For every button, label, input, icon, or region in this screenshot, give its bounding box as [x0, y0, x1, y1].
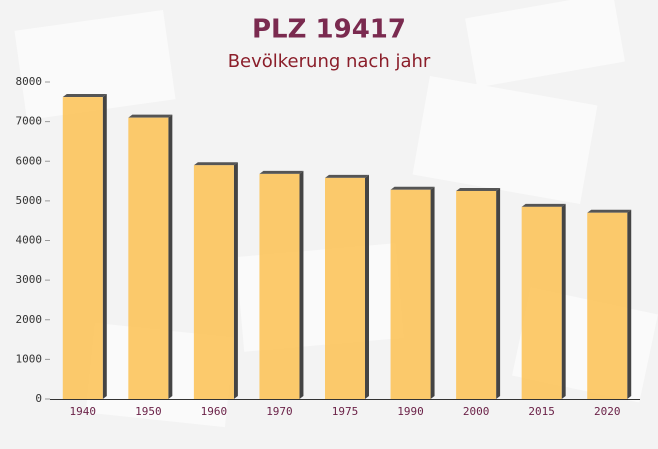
chart-title: PLZ 19417	[252, 15, 406, 45]
bar-shadow	[561, 203, 566, 399]
bar	[325, 177, 365, 399]
x-tick-label: 1960	[201, 405, 228, 418]
x-tick-label: 1970	[266, 405, 293, 418]
y-tick-label: 7000	[16, 115, 43, 128]
x-tick-label: 1975	[332, 405, 359, 418]
bar	[62, 97, 103, 400]
x-tick-label: 1990	[397, 405, 424, 418]
bar-shadow	[390, 186, 435, 190]
bar-shadow	[365, 174, 369, 399]
bar-shadow	[168, 114, 173, 399]
x-tick-label: 2000	[463, 405, 490, 418]
bar-shadow	[193, 162, 238, 166]
x-tick-label: 1950	[135, 405, 162, 418]
bar-shadow	[521, 203, 566, 207]
bar	[259, 173, 300, 399]
bar-shadow	[627, 209, 632, 399]
bar-shadow	[587, 209, 632, 213]
bar	[456, 190, 497, 399]
y-tick-label: 0	[35, 392, 42, 405]
bar	[390, 189, 431, 399]
bar-shadow	[496, 187, 501, 399]
x-tick-label: 2015	[528, 405, 555, 418]
bar-shadow	[233, 162, 238, 399]
bar-shadow	[62, 94, 107, 98]
y-tick-label: 5000	[16, 194, 43, 207]
bar-shadow	[259, 170, 304, 174]
bar-shadow	[299, 170, 304, 399]
bar-shadow	[456, 187, 501, 191]
chart-subtitle: Bevölkerung nach jahr	[228, 51, 431, 72]
bar-shadow	[325, 174, 369, 178]
bar-shadow	[430, 186, 435, 399]
bar	[193, 165, 234, 399]
y-tick-label: 2000	[16, 313, 43, 326]
y-tick-label: 6000	[16, 154, 43, 167]
bar-shadow	[128, 114, 173, 118]
x-tick-label: 1940	[70, 405, 97, 418]
y-tick-label: 1000	[16, 352, 43, 365]
bar	[587, 212, 628, 399]
y-tick-label: 8000	[16, 75, 43, 88]
y-tick-label: 3000	[16, 273, 43, 286]
y-tick-label: 4000	[16, 234, 43, 247]
bar	[128, 117, 169, 399]
bar-shadow	[102, 94, 107, 400]
x-tick-label: 2020	[594, 405, 621, 418]
bar	[521, 206, 562, 399]
